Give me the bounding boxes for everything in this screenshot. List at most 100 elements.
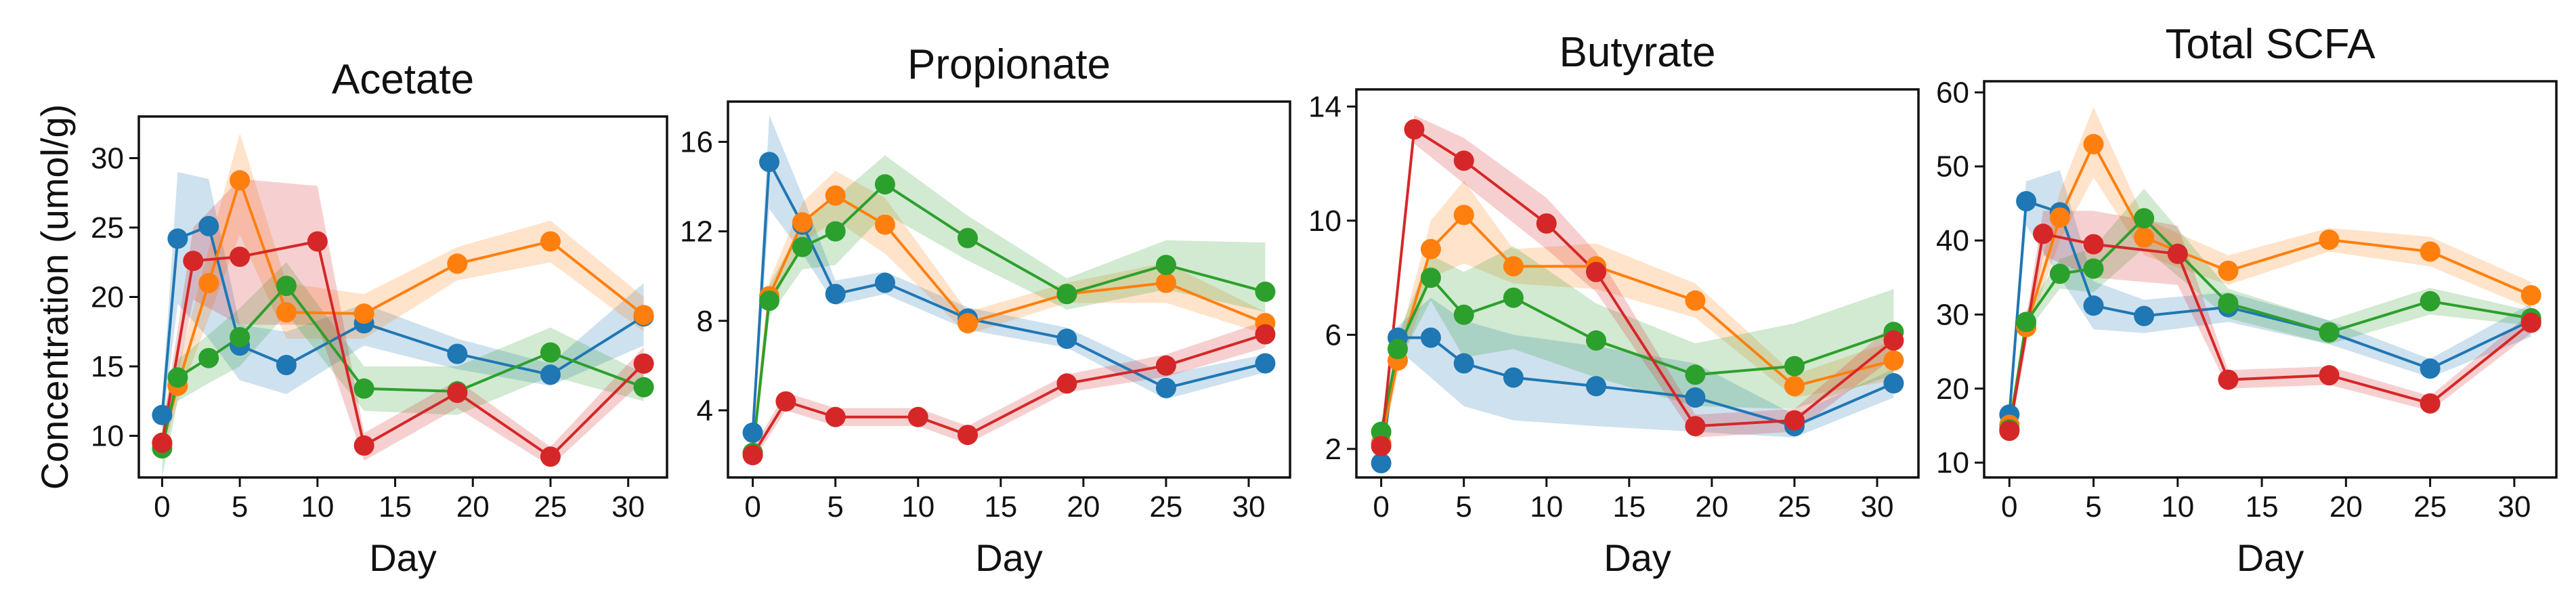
data-point (2083, 234, 2104, 255)
data-point (167, 367, 188, 388)
data-point (1453, 304, 1474, 325)
data-point (1503, 287, 1524, 308)
y-tick-label: 20 (91, 281, 124, 314)
data-point (1883, 373, 1904, 393)
data-point (1371, 435, 1392, 456)
y-tick-label: 25 (91, 211, 124, 244)
plot-frame (727, 100, 1291, 479)
data-point (307, 231, 328, 252)
data-point (2083, 258, 2104, 279)
data-point (874, 214, 895, 235)
data-point (1685, 364, 1706, 385)
x-tick-label: 10 (2161, 490, 2194, 524)
data-point (2134, 227, 2155, 248)
y-tick-label: 8 (697, 305, 713, 338)
y-tick-label: 15 (91, 350, 124, 383)
data-point (167, 228, 188, 249)
data-point (1255, 324, 1276, 345)
data-point (152, 432, 173, 453)
data-point (1056, 373, 1077, 394)
x-tick-label: 0 (2001, 490, 2017, 524)
data-point (1404, 119, 1425, 140)
x-axis-label: Day (2237, 536, 2304, 579)
data-point (742, 422, 763, 443)
ci-band-series-4 (2009, 211, 2531, 437)
x-tick-label: 5 (827, 490, 843, 524)
data-point (1503, 367, 1524, 388)
data-point (198, 215, 219, 236)
y-tick-label: 6 (1325, 318, 1341, 351)
data-point (276, 355, 297, 375)
data-point (183, 251, 204, 272)
data-point (1155, 355, 1176, 376)
data-point (792, 236, 813, 257)
data-point (1056, 328, 1077, 349)
x-tick-label: 10 (901, 490, 935, 524)
data-point (1453, 205, 1474, 226)
data-point (230, 247, 251, 268)
plot-frame (1355, 88, 1920, 479)
panel-butyrate: Butyrate Day 0 5 10 15 20 25 30 2 6 10 14 (1308, 29, 1920, 579)
data-point (1255, 281, 1276, 302)
x-tick-label: 15 (1612, 490, 1646, 524)
x-tick-label: 0 (744, 490, 760, 524)
data-point (2049, 263, 2070, 284)
data-point (276, 276, 297, 297)
data-point (2218, 369, 2239, 390)
data-point (1388, 339, 1408, 360)
data-point (1883, 330, 1904, 351)
x-tick-label: 25 (1778, 490, 1811, 524)
data-point (2520, 285, 2541, 305)
data-point (447, 253, 468, 274)
data-point (1453, 353, 1474, 374)
data-point (1685, 416, 1706, 437)
y-tick-label: 30 (1936, 298, 1969, 331)
x-tick-label: 10 (1530, 490, 1563, 524)
data-point (1586, 330, 1606, 351)
data-point (540, 364, 561, 385)
x-tick-label: 30 (1232, 490, 1265, 524)
data-point (2016, 191, 2037, 212)
data-point (230, 170, 251, 191)
data-point (2420, 241, 2441, 262)
ci-band-series-2 (752, 171, 1266, 462)
data-point (958, 228, 978, 249)
y-axis-label: Concentration (umol/g) (33, 104, 76, 490)
data-point (825, 221, 846, 242)
data-point (1420, 327, 1441, 348)
ci-band-series-4 (162, 179, 644, 467)
x-tick-label: 5 (1455, 490, 1472, 524)
data-point (2420, 358, 2441, 379)
data-point (1503, 256, 1524, 277)
data-point (825, 406, 846, 427)
ci-band-series-4 (1381, 114, 1894, 455)
y-tick-label: 40 (1936, 224, 1969, 257)
panel-total-scfa: Total SCFA Day 0 5 10 15 20 25 30 10 20 30 40 50 60 (1936, 21, 2558, 579)
data-point (1155, 255, 1176, 276)
x-tick-label: 0 (154, 490, 170, 524)
x-tick-label: 30 (611, 490, 645, 524)
y-tick-label: 20 (1936, 372, 1969, 406)
y-tick-label: 16 (680, 125, 713, 158)
data-point (353, 303, 374, 324)
panel-title: Butyrate (1560, 29, 1716, 76)
data-point (230, 326, 251, 347)
y-tick-label: 50 (1936, 150, 1969, 184)
data-point (2218, 293, 2239, 314)
data-point (907, 406, 928, 427)
data-point (1784, 376, 1805, 397)
y-tick-label: 12 (680, 215, 713, 249)
ci-band-series-2 (162, 133, 644, 457)
data-point (1453, 150, 1474, 171)
data-point (2420, 291, 2441, 312)
data-point (958, 425, 978, 446)
data-point (2319, 365, 2340, 386)
data-point (2319, 230, 2340, 250)
y-tick-label: 10 (91, 420, 124, 453)
data-point (2083, 133, 2104, 154)
y-tick-label: 10 (1936, 446, 1969, 479)
data-point (2420, 393, 2441, 414)
data-point (825, 284, 846, 305)
y-tick-label: 10 (1308, 205, 1341, 238)
data-point (633, 305, 654, 326)
